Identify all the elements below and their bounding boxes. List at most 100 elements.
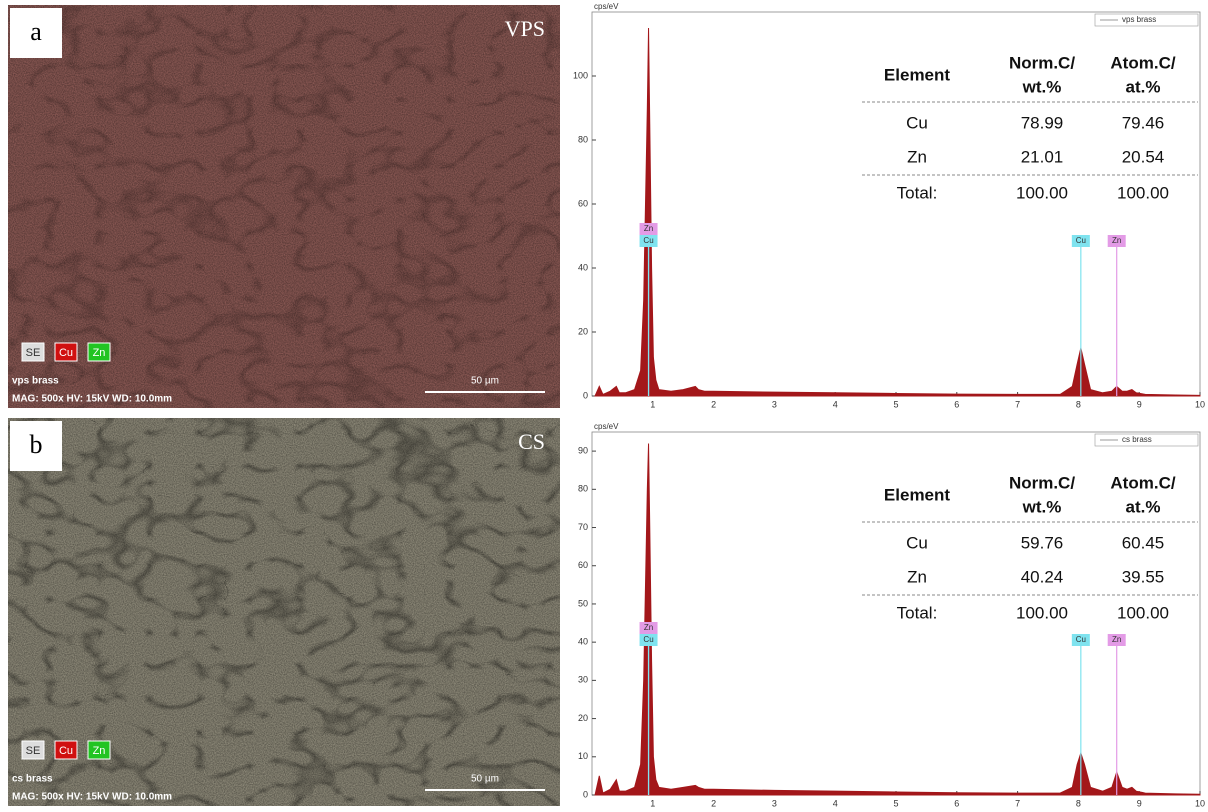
x-tick-label: 6 [954, 798, 959, 808]
peak-label-box [639, 634, 658, 646]
table-cell: 100.00 [1117, 603, 1169, 622]
y-tick-label: 60 [578, 560, 588, 570]
channel-label: Zn [93, 347, 106, 359]
y-tick-label: 40 [578, 262, 588, 272]
y-tick-label: 80 [578, 484, 588, 494]
peak-label-box [1071, 634, 1090, 646]
x-tick-label: 1 [650, 798, 655, 808]
x-tick-label: 4 [833, 798, 838, 808]
y-tick-label: 20 [578, 713, 588, 723]
spectrum [594, 27, 1201, 397]
channel-box [87, 342, 111, 362]
table-cell: 59.76 [1021, 533, 1064, 552]
sample-name: vps brass [12, 376, 59, 387]
x-tick-label: 1 [650, 399, 655, 409]
y-tick-label: 20 [578, 326, 588, 336]
table-cell: Total: [897, 183, 938, 202]
peak-label-box [639, 235, 658, 247]
channel-label: Cu [59, 347, 73, 359]
y-tick-label: 80 [578, 134, 588, 144]
channel-box [87, 740, 111, 760]
peak-label: Cu [643, 635, 653, 644]
table-cell: 100.00 [1117, 183, 1169, 202]
x-tick-label: 10 [1195, 399, 1205, 409]
x-tick-label: 6 [954, 399, 959, 409]
table-cell: Zn [907, 147, 927, 166]
x-tick-label: 7 [1015, 399, 1020, 409]
plot-frame [591, 11, 1201, 397]
y-tick-label: 0 [583, 789, 588, 799]
y-axis-label: cps/eV [594, 2, 619, 11]
table-cell: 100.00 [1016, 183, 1068, 202]
table-cell: Cu [906, 533, 928, 552]
table-header: Atom.C/ [1110, 473, 1175, 492]
x-tick-label: 9 [1137, 399, 1142, 409]
channel-label: Zn [93, 745, 106, 757]
table-cell: 39.55 [1122, 567, 1165, 586]
table-header: Norm.C/ [1009, 53, 1075, 72]
x-tick-label: 3 [772, 798, 777, 808]
table-cell: 20.54 [1122, 147, 1165, 166]
channel-label: Cu [59, 745, 73, 757]
legend-box [1094, 433, 1199, 447]
y-tick-label: 50 [578, 598, 588, 608]
table-header: wt.% [1022, 77, 1062, 96]
legend-label: cs brass [1122, 435, 1152, 444]
y-tick-label: 40 [578, 637, 588, 647]
x-tick-label: 5 [893, 399, 898, 409]
table-cell: Zn [907, 567, 927, 586]
peak-label-box [1107, 235, 1126, 247]
table-header: at.% [1126, 77, 1161, 96]
peak-label: Zn [1112, 635, 1121, 644]
peak-label: Zn [1112, 236, 1121, 245]
channel-box [54, 342, 78, 362]
peak-label: Cu [1076, 236, 1086, 245]
peak-label: Zn [644, 623, 653, 632]
spectrum [594, 443, 1201, 796]
image-info: MAG: 500x HV: 15kV WD: 10.0mm [12, 792, 172, 803]
panel-label-box [10, 421, 62, 471]
channel-label: SE [26, 347, 41, 359]
table-cell: 21.01 [1021, 147, 1064, 166]
y-tick-label: 100 [573, 70, 588, 80]
y-tick-label: 30 [578, 675, 588, 685]
y-tick-label: 60 [578, 198, 588, 208]
table-header: at.% [1126, 497, 1161, 516]
peak-label-box [639, 223, 658, 235]
panel-label: b [30, 430, 43, 459]
y-tick-label: 70 [578, 522, 588, 532]
table-header: Element [884, 65, 950, 84]
channel-label: SE [26, 745, 41, 757]
method-label: CS [518, 429, 545, 454]
panel-label: a [30, 17, 42, 46]
peak-label: Cu [643, 236, 653, 245]
sem-cracks [8, 5, 560, 408]
peak-label-box [1107, 634, 1126, 646]
table-header: Norm.C/ [1009, 473, 1075, 492]
table-cell: 100.00 [1016, 603, 1068, 622]
x-tick-label: 8 [1076, 399, 1081, 409]
peak-label-box [1071, 235, 1090, 247]
x-tick-label: 4 [833, 399, 838, 409]
table-cell: 40.24 [1021, 567, 1064, 586]
peak-label: Zn [644, 224, 653, 233]
table-cell: Total: [897, 603, 938, 622]
x-tick-label: 9 [1137, 798, 1142, 808]
legend-label: vps brass [1122, 15, 1156, 24]
channel-box [54, 740, 78, 760]
image-info: MAG: 500x HV: 15kV WD: 10.0mm [12, 394, 172, 405]
peak-label: Cu [1076, 635, 1086, 644]
table-header: Atom.C/ [1110, 53, 1175, 72]
x-tick-label: 10 [1195, 798, 1205, 808]
scale-label: 50 µm [471, 376, 499, 387]
y-tick-label: 0 [583, 390, 588, 400]
peak-label-box [639, 622, 658, 634]
panel-label-box [10, 8, 62, 58]
x-tick-label: 2 [711, 399, 716, 409]
plot-frame [591, 431, 1201, 796]
y-tick-label: 10 [578, 751, 588, 761]
x-tick-label: 3 [772, 399, 777, 409]
x-tick-label: 2 [711, 798, 716, 808]
channel-box [21, 342, 45, 362]
